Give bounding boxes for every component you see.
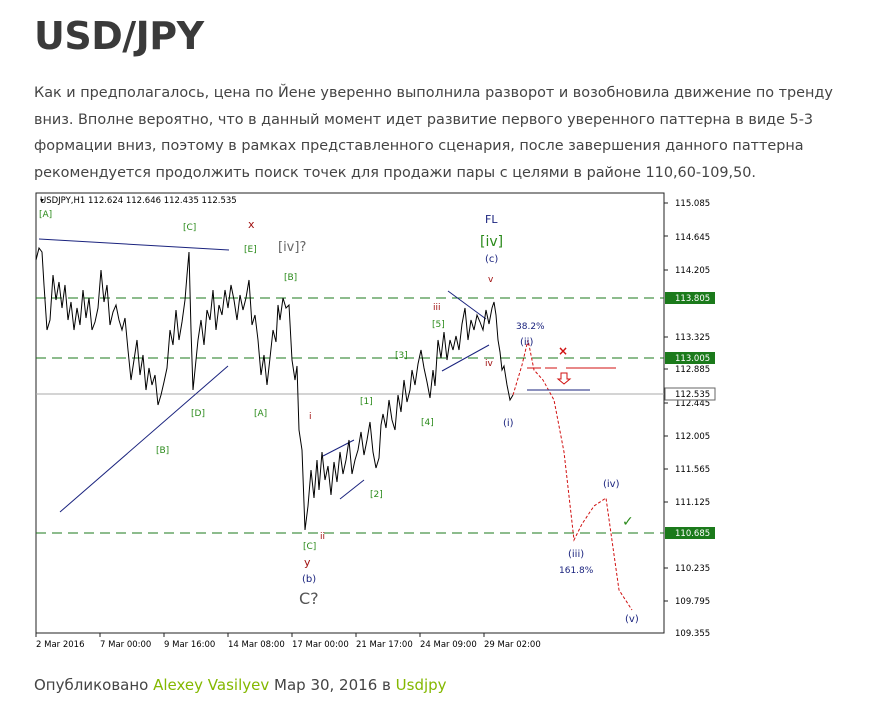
- wave-label: [E]: [244, 245, 257, 255]
- wave-label: (v): [625, 614, 639, 625]
- category-link[interactable]: Usdjpy: [395, 676, 447, 694]
- author-link[interactable]: Alexey Vasilyev: [153, 676, 270, 694]
- trendline-wave5-bottom: [441, 344, 490, 372]
- fib-label: 161.8%: [559, 566, 594, 576]
- in-word: в: [382, 676, 391, 694]
- chart-header: USDJPY,H1 112.624 112.646 112.435 112.53…: [40, 196, 237, 206]
- wave-label: [3]: [395, 351, 408, 361]
- date-tick: 29 Mar 02:00: [484, 640, 541, 650]
- wave-label: [C]: [303, 542, 316, 552]
- wave-label: [2]: [370, 490, 383, 500]
- wave-label: (ii): [520, 337, 533, 348]
- price-tick: 115.085: [675, 199, 710, 209]
- price-tick: 111.125: [675, 498, 710, 508]
- level-tag-current: [664, 387, 716, 401]
- price-tick: 114.205: [675, 266, 710, 276]
- wave-label: (i): [503, 418, 514, 429]
- level-tag-113005: [665, 352, 715, 364]
- wave-label: [iv]: [480, 234, 503, 250]
- sell-arrow-icon: [556, 372, 572, 385]
- price-tick: 113.325: [675, 333, 710, 343]
- wave-label: [C]: [183, 223, 196, 233]
- level-tag-110685: [665, 527, 715, 539]
- price-tick: 112.445: [675, 399, 710, 409]
- wave-label: [B]: [156, 446, 169, 456]
- price-tick: 110.235: [675, 564, 710, 574]
- price-tick: 112.885: [675, 365, 710, 375]
- date-tick: 24 Mar 09:00: [420, 640, 477, 650]
- post-date: Мар 30, 2016: [274, 676, 378, 694]
- wave-label: (iv): [603, 479, 620, 490]
- stop-cross-icon: ×: [558, 344, 568, 358]
- wave-label: (iii): [568, 549, 584, 560]
- wave-label: [4]: [421, 418, 434, 428]
- date-tick: 7 Mar 00:00: [100, 640, 151, 650]
- price-tick: 114.645: [675, 233, 710, 243]
- price-tick: 111.565: [675, 465, 710, 475]
- price-tick: 112.005: [675, 432, 710, 442]
- level-tag-113805: [665, 292, 715, 304]
- projection-path: [512, 339, 633, 611]
- chart-svg: USDJPY,H1 112.624 112.646 112.435 112.53…: [34, 190, 718, 654]
- wave-label: [A]: [39, 210, 52, 220]
- wave-label: (b): [302, 574, 316, 585]
- date-tick: 2 Mar 2016: [36, 640, 84, 650]
- post-meta: Опубликовано Alexey Vasilyev Мар 30, 201…: [34, 676, 447, 694]
- level-tag-label: 112.535: [675, 390, 710, 400]
- trendline-upper: [38, 238, 230, 251]
- wave-label: iv: [485, 359, 494, 369]
- wave-label: [D]: [191, 409, 205, 419]
- wave-label: C?: [299, 589, 319, 608]
- date-tick: 17 Mar 00:00: [292, 640, 349, 650]
- wave-label: x: [248, 218, 255, 231]
- wave-label: FL: [485, 213, 498, 226]
- date-tick: 9 Mar 16:00: [164, 640, 215, 650]
- wave-label: [A]: [254, 409, 267, 419]
- price-tick: 109.355: [675, 629, 710, 639]
- price-chart: USDJPY,H1 112.624 112.646 112.435 112.53…: [34, 190, 718, 654]
- wave-label: i: [309, 412, 312, 422]
- published-prefix: Опубликовано: [34, 676, 149, 694]
- price-line: [35, 246, 514, 531]
- wave-label: y: [304, 556, 311, 569]
- price-tick: 109.795: [675, 597, 710, 607]
- wave-label: v: [488, 275, 494, 285]
- wave-label: [iv]?: [278, 240, 306, 255]
- wave-label: [B]: [284, 273, 297, 283]
- post-body: Как и предполагалось, цена по Йене увере…: [34, 85, 833, 181]
- wave-label: [5]: [432, 320, 445, 330]
- level-tag-label: 113.805: [675, 294, 710, 304]
- wave-label: [1]: [360, 397, 373, 407]
- header-arrow-icon: [40, 199, 44, 202]
- level-tag-label: 110.685: [675, 529, 710, 539]
- post-title: USD/JPY: [34, 14, 204, 58]
- wave-label: ii: [320, 532, 325, 542]
- level-tag-label: 113.005: [675, 354, 710, 364]
- date-tick: 14 Mar 08:00: [228, 640, 285, 650]
- trendline-lower: [59, 365, 229, 513]
- fib-label: 38.2%: [516, 322, 545, 332]
- wave-label: (c): [485, 254, 498, 265]
- target-check-icon: ✓: [622, 514, 634, 530]
- date-tick: 21 Mar 17:00: [356, 640, 413, 650]
- wave-label: iii: [433, 303, 441, 313]
- trendline-wave2b: [339, 479, 365, 500]
- trendline-wave5-top: [447, 290, 487, 320]
